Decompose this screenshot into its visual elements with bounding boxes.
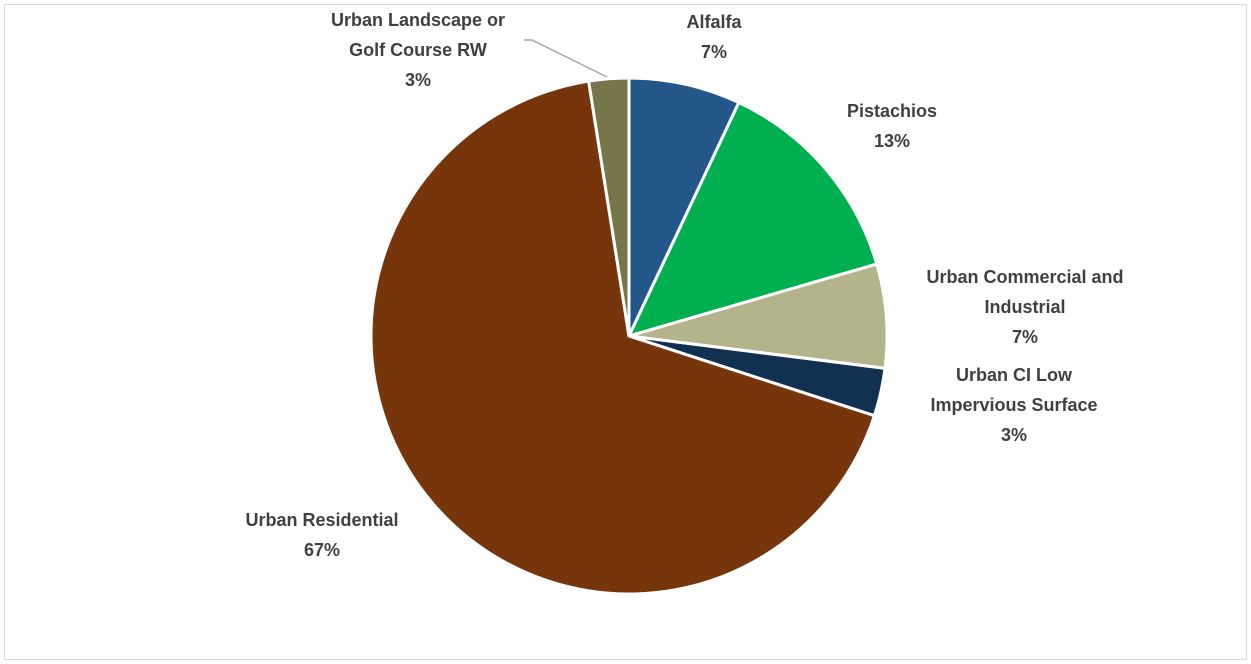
- slice-name-line: Pistachios: [847, 101, 937, 121]
- slice-label-pistachios: Pistachios 13%: [847, 101, 937, 151]
- leader-lines: [524, 39, 608, 78]
- pie-slice-urban-landscape-or-golf-course-rw: [587, 76, 631, 338]
- slice-percent: 3%: [405, 70, 431, 90]
- pie-slices: [369, 76, 889, 596]
- slice-percent: 13%: [874, 131, 910, 151]
- slice-percent: 67%: [304, 540, 340, 560]
- slice-percent: 3%: [1001, 425, 1027, 445]
- slice-name-line: Alfalfa: [686, 12, 742, 32]
- slice-name-line: Golf Course RW: [349, 40, 487, 60]
- pie-slice-alfalfa: [627, 76, 741, 338]
- slice-name-line: Impervious Surface: [930, 395, 1097, 415]
- slice-label-alfalfa: Alfalfa 7%: [686, 12, 742, 62]
- slice-label-urban-ci-low-impervious-surface: Urban CI Low Impervious Surface 3%: [930, 365, 1097, 445]
- slice-percent: 7%: [1012, 327, 1038, 347]
- slice-name-line: Urban Residential: [245, 510, 398, 530]
- pie-slice-pistachios: [627, 101, 879, 338]
- slice-label-urban-landscape-or-golf-course-rw: Urban Landscape or Golf Course RW 3%: [331, 10, 505, 90]
- leader-line: [524, 39, 608, 78]
- slice-label-urban-residential: Urban Residential 67%: [245, 510, 398, 560]
- slice-name-line: Urban CI Low: [956, 365, 1073, 385]
- slice-name-line: Urban Landscape or: [331, 10, 505, 30]
- pie-slice-urban-residential: [369, 79, 876, 596]
- slice-percent: 7%: [701, 42, 727, 62]
- slice-labels: Alfalfa 7% Pistachios 13% Urban Commercial a…: [245, 10, 1123, 560]
- slice-label-urban-commercial-and-industrial: Urban Commercial and Industrial 7%: [926, 267, 1123, 347]
- slice-name-line: Urban Commercial and: [926, 267, 1123, 287]
- slice-name-line: Industrial: [984, 297, 1065, 317]
